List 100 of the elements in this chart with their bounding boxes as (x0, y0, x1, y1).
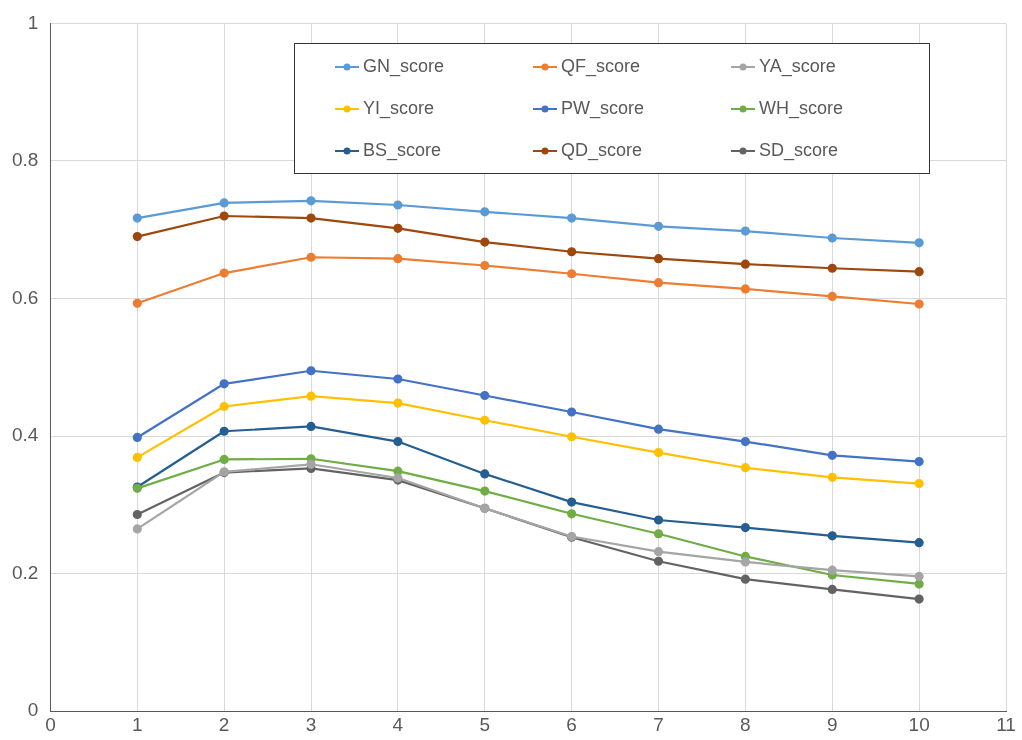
point (567, 497, 577, 507)
point (653, 547, 664, 557)
point (132, 232, 142, 242)
x-tick-label: 1 (132, 713, 143, 735)
point (914, 456, 924, 467)
point (827, 472, 837, 482)
point (132, 524, 142, 534)
legend-label: GN_score (363, 56, 445, 78)
point (219, 379, 229, 389)
point (219, 198, 229, 208)
point (306, 421, 316, 432)
legend-label: YI_score (363, 98, 435, 120)
point (480, 260, 490, 271)
point (132, 452, 142, 462)
point (740, 226, 750, 236)
point (653, 447, 664, 458)
y-tick-label: 1 (27, 11, 39, 33)
y-tick-label: 0.8 (11, 149, 39, 171)
point (914, 478, 924, 489)
point (740, 284, 750, 294)
point (567, 509, 577, 519)
point (827, 263, 837, 273)
point (393, 374, 403, 384)
x-tick-label: 2 (218, 713, 230, 735)
point (827, 450, 837, 460)
point (480, 486, 490, 496)
point (914, 538, 924, 548)
point (393, 200, 403, 210)
point (653, 424, 664, 434)
point (132, 509, 142, 520)
x-tick-label: 8 (740, 713, 751, 735)
point (393, 398, 403, 408)
point (653, 515, 664, 525)
point (567, 247, 577, 257)
point (827, 233, 837, 243)
y-tick-label: 0.2 (11, 561, 39, 583)
point (740, 574, 750, 584)
point (827, 565, 837, 575)
point (914, 267, 924, 277)
x-tick-label: 11 (996, 713, 1016, 735)
point (567, 269, 577, 279)
point (653, 278, 664, 288)
point (567, 432, 577, 442)
point (132, 298, 142, 308)
point (132, 432, 142, 443)
point (827, 584, 837, 595)
point (132, 213, 142, 223)
point (827, 531, 837, 541)
legend-label: YA_score (759, 56, 836, 78)
point (914, 579, 924, 589)
point (306, 213, 316, 223)
point (653, 529, 664, 539)
point (740, 557, 750, 567)
point (740, 436, 750, 447)
point (306, 391, 316, 401)
legend-label: SD_score (759, 140, 839, 162)
point (914, 594, 924, 604)
legend-label: BS_score (363, 140, 442, 162)
point (480, 390, 490, 401)
point (393, 254, 403, 264)
point (219, 426, 229, 436)
x-tick-label: 3 (305, 713, 317, 735)
legend-label: WH_score (759, 98, 844, 120)
point (914, 238, 924, 248)
x-tick-label: 4 (392, 713, 404, 735)
point (827, 291, 837, 302)
point (219, 268, 229, 278)
point (567, 407, 577, 417)
point (393, 223, 403, 233)
point (219, 401, 229, 412)
point (914, 571, 924, 581)
x-tick-label: 9 (826, 713, 838, 735)
point (653, 221, 664, 231)
point (306, 252, 316, 262)
point (653, 556, 664, 566)
point (306, 196, 316, 206)
point (306, 366, 316, 376)
point (914, 299, 924, 309)
point (480, 237, 490, 247)
x-tick-label: 7 (653, 713, 664, 735)
point (480, 207, 490, 217)
point (480, 469, 490, 479)
point (740, 259, 750, 269)
legend-label: QF_score (561, 56, 641, 78)
point (740, 463, 750, 473)
y-tick-label: 0.4 (11, 424, 39, 446)
point (653, 254, 664, 264)
legend-label: QD_score (561, 140, 643, 162)
point (393, 436, 403, 447)
point (219, 454, 229, 465)
x-tick-label: 10 (908, 713, 930, 735)
x-tick-label: 0 (45, 713, 56, 735)
point (219, 211, 229, 221)
point (567, 213, 577, 223)
x-tick-label: 5 (479, 713, 491, 735)
y-tick-label: 0.6 (11, 286, 39, 308)
point (306, 459, 316, 469)
point (480, 415, 490, 425)
point (740, 522, 750, 533)
y-tick-label: 0 (27, 699, 39, 721)
